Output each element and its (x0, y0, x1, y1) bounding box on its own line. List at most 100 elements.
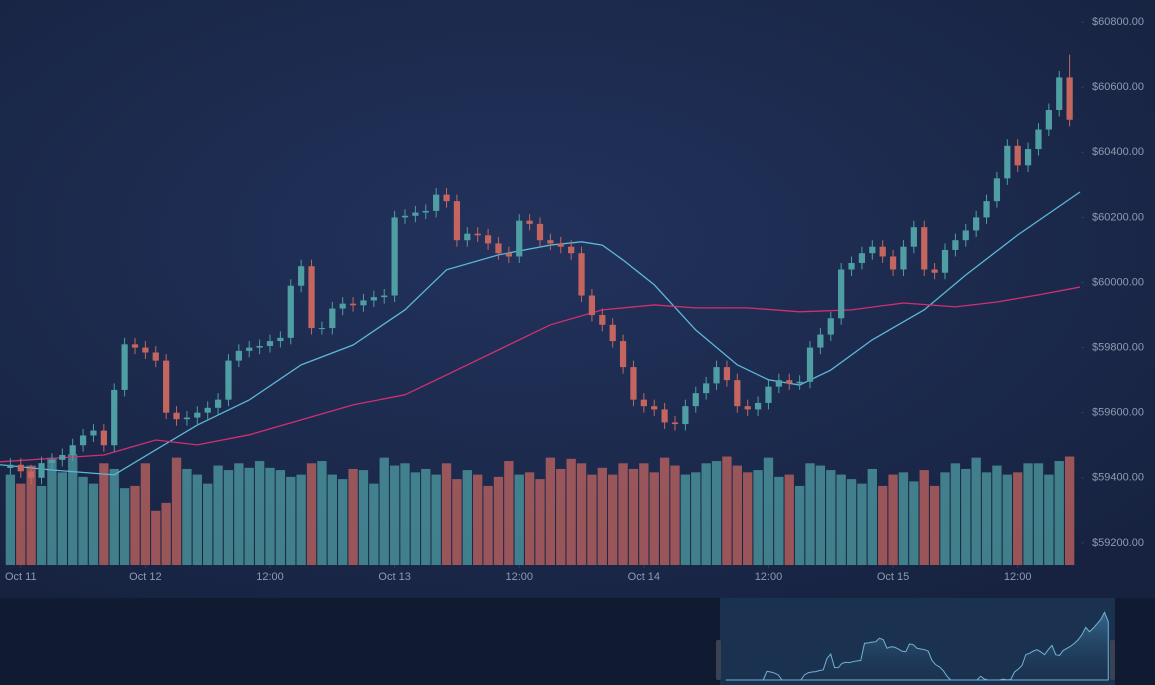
candle-body (900, 246, 907, 270)
candle-body (609, 324, 616, 342)
volume-bar (1044, 474, 1054, 565)
volume-bar (794, 485, 805, 565)
candle-body (568, 246, 575, 254)
volume-bar (784, 474, 794, 565)
volume-bar (244, 467, 254, 565)
candle-body (391, 217, 398, 296)
candle-body (952, 240, 959, 250)
volume-bar (57, 472, 67, 565)
volume-bar (213, 465, 223, 565)
candle-body (225, 360, 232, 400)
candle-body (131, 344, 139, 348)
volume-bar (971, 457, 981, 565)
volume-bar (296, 474, 306, 565)
volume-bar (576, 463, 587, 565)
candle-body (941, 249, 949, 273)
candle-body (765, 386, 772, 403)
volume-bar (203, 483, 213, 565)
candle-body (1045, 110, 1052, 130)
volume-bar (26, 465, 36, 565)
candle-body (723, 367, 731, 381)
candle-body (412, 212, 419, 216)
candle-body (401, 215, 409, 218)
volume-bar (878, 485, 888, 565)
volume-bar (504, 461, 514, 565)
volume-bar (940, 472, 950, 565)
candle-body (287, 285, 294, 338)
volume-bar (597, 467, 607, 565)
volume-bar (68, 454, 78, 565)
volume-bar (556, 468, 566, 565)
x-tick-label: Oct 13 (378, 571, 410, 583)
volume-bar (691, 472, 701, 565)
volume-bar (493, 476, 504, 565)
volume-bar (826, 470, 836, 565)
volume-bar (1002, 474, 1012, 565)
volume-bar (389, 465, 400, 565)
candle-body (443, 194, 450, 202)
candle-body (786, 380, 793, 384)
candle-body (90, 430, 97, 436)
candle-body (827, 318, 834, 335)
volume-bar (473, 474, 483, 565)
navigator-handle[interactable] (716, 640, 721, 680)
moving-average-line (0, 286, 1081, 463)
volume-bar (1054, 461, 1064, 565)
candle-body (484, 235, 492, 244)
volume-bar (753, 470, 763, 565)
volume-bar (566, 458, 576, 565)
candle-body (318, 328, 326, 330)
candle-body (79, 435, 87, 446)
volume-bar (763, 457, 774, 565)
candle-body (754, 402, 762, 410)
candle-body (474, 233, 481, 236)
moving-average-line (0, 191, 1081, 476)
navigator-handle[interactable] (1110, 640, 1115, 680)
volume-bar (628, 468, 639, 565)
volume-bar (680, 474, 691, 565)
volume-bar (275, 470, 286, 565)
volume-bar (545, 457, 556, 565)
y-tick-label: $59600.00 (1092, 407, 1144, 419)
volume-bar (88, 483, 99, 565)
candle-body (152, 352, 159, 361)
volume-bar (836, 474, 846, 565)
candle-body (1004, 145, 1011, 179)
candle-body (381, 295, 388, 298)
volume-bar (286, 476, 296, 565)
y-tick-label: $60200.00 (1092, 211, 1144, 223)
volume-bar (732, 465, 742, 565)
x-tick-label: Oct 12 (129, 571, 161, 583)
volume-bar (992, 465, 1002, 565)
candle-body (858, 253, 866, 263)
candle-body (557, 243, 564, 247)
volume-bar (524, 472, 535, 565)
candle-body (661, 409, 668, 423)
candle-body (536, 223, 544, 241)
candle-body (28, 471, 35, 478)
x-tick-label: 12:00 (755, 571, 783, 583)
candle-body (692, 393, 699, 407)
volume-bar (5, 474, 16, 565)
volume-bar (47, 457, 57, 565)
volume-bar (919, 470, 929, 565)
candle-body (713, 367, 720, 384)
volume-bar (109, 468, 119, 565)
x-tick-label: Oct 14 (628, 571, 660, 583)
volume-bar (171, 457, 182, 565)
candle-body (204, 407, 211, 413)
candle-body (339, 303, 346, 309)
y-tick-label: $60000.00 (1092, 276, 1144, 288)
volume-bar (711, 461, 722, 565)
volume-bar (78, 476, 88, 565)
volume-bar (857, 483, 867, 565)
volume-bar (36, 485, 47, 565)
candle-body (682, 406, 689, 425)
candle-body (453, 201, 461, 241)
candle-body (464, 233, 471, 241)
y-tick-label: $60600.00 (1092, 81, 1144, 93)
y-tick-label: $59200.00 (1092, 537, 1144, 549)
volume-bar (701, 463, 711, 565)
candle-body (349, 303, 357, 306)
volume-bar (1013, 472, 1023, 565)
